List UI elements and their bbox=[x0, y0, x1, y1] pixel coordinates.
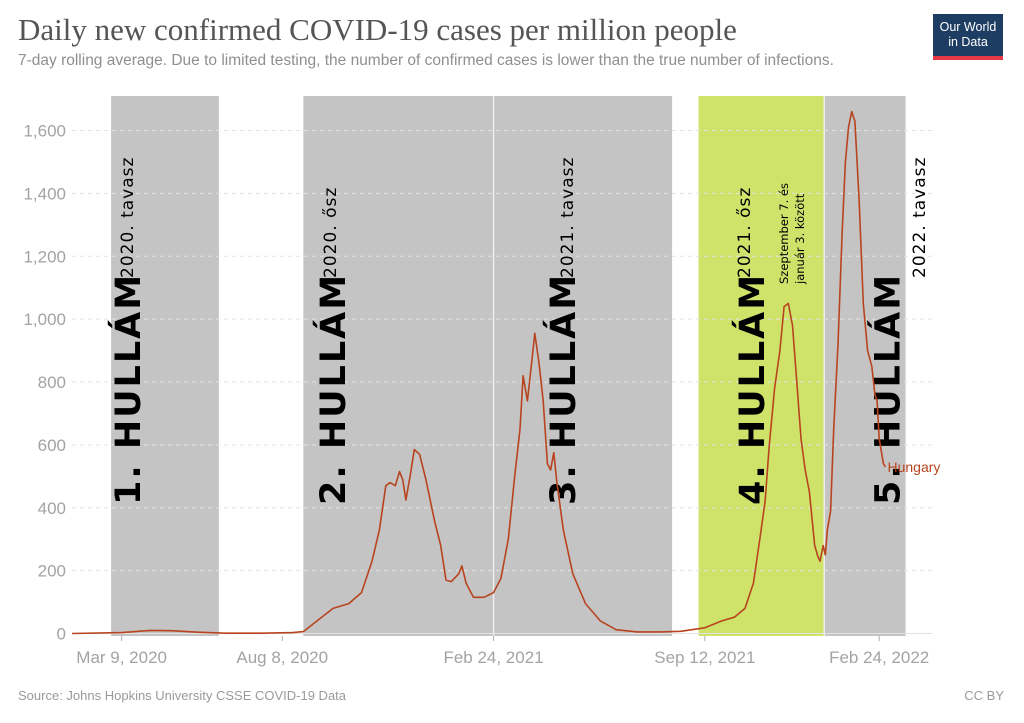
wave-label-2: 2. HULLÁM bbox=[312, 273, 354, 505]
wave-band-4 bbox=[698, 96, 825, 636]
series-line-1 bbox=[71, 110, 887, 635]
y-axis-ticks: 0 200 400 600 800 1,000 1,200 1,400 1,600 bbox=[23, 122, 66, 644]
license-link[interactable]: CC BY bbox=[964, 688, 1004, 703]
wave-band-3 bbox=[493, 96, 673, 636]
x-tick-label: Feb 24, 2022 bbox=[829, 648, 929, 667]
y-tick-label: 600 bbox=[38, 436, 66, 455]
x-axis-ticks: Mar 9, 2020 Aug 8, 2020 Feb 24, 2021 Sep 12… bbox=[76, 636, 929, 667]
series-group: Hungary bbox=[71, 110, 941, 635]
wave-band-1 bbox=[111, 96, 219, 636]
chart-title: Daily new confirmed COVID-19 cases per m… bbox=[18, 12, 737, 47]
wave-label-4: 4. HULLÁM bbox=[731, 273, 773, 505]
logo-line-2: in Data bbox=[948, 35, 988, 49]
x-tick-label: Sep 12, 2021 bbox=[654, 648, 755, 667]
y-tick-label: 0 bbox=[57, 625, 66, 644]
x-tick-label: Feb 24, 2021 bbox=[443, 648, 543, 667]
y-tick-label: 1,600 bbox=[23, 122, 66, 141]
logo-line-1: Our World bbox=[939, 20, 997, 34]
y-tick-label: 1,000 bbox=[23, 310, 66, 329]
wave-band-5 bbox=[824, 96, 906, 636]
y-tick-label: 1,200 bbox=[23, 247, 66, 266]
chart-subtitle: 7-day rolling average. Due to limited te… bbox=[18, 52, 834, 69]
wave-label-3: 3. HULLÁM bbox=[542, 273, 584, 505]
x-tick-label: Aug 8, 2020 bbox=[236, 648, 328, 667]
wave-note-line-2: január 3. között bbox=[793, 193, 807, 285]
y-tick-label: 1,400 bbox=[23, 184, 66, 203]
wave-period-2: 2020. ősz bbox=[321, 187, 341, 278]
wave-bands bbox=[111, 96, 906, 636]
series-label-1: Hungary bbox=[888, 459, 941, 475]
wave-period-5: 2022. tavasz bbox=[910, 157, 930, 278]
wave-period-4: 2021. ősz bbox=[735, 187, 755, 278]
source-note[interactable]: Source: Johns Hopkins University CSSE CO… bbox=[18, 688, 347, 703]
wave-note-line-1: Szeptember 7. és bbox=[777, 183, 791, 284]
x-tick-label: Mar 9, 2020 bbox=[76, 648, 167, 667]
wave-label-1: 1. HULLÁM bbox=[107, 273, 149, 505]
wave-period-3: 2021. tavasz bbox=[558, 157, 578, 278]
y-tick-label: 800 bbox=[38, 373, 66, 392]
owid-logo[interactable]: Our World in Data bbox=[933, 14, 1003, 60]
wave-period-1: 2020. tavasz bbox=[118, 157, 138, 278]
y-tick-label: 400 bbox=[38, 499, 66, 518]
y-tick-label: 200 bbox=[38, 562, 66, 581]
wave-band-2 bbox=[303, 96, 494, 636]
